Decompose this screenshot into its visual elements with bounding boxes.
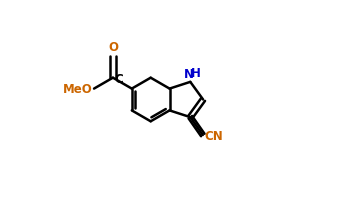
Text: CN: CN bbox=[204, 129, 223, 142]
Text: O: O bbox=[108, 41, 118, 54]
Text: MeO: MeO bbox=[63, 83, 92, 96]
Text: N: N bbox=[184, 68, 194, 81]
Text: C: C bbox=[115, 73, 123, 86]
Text: H: H bbox=[191, 67, 201, 79]
